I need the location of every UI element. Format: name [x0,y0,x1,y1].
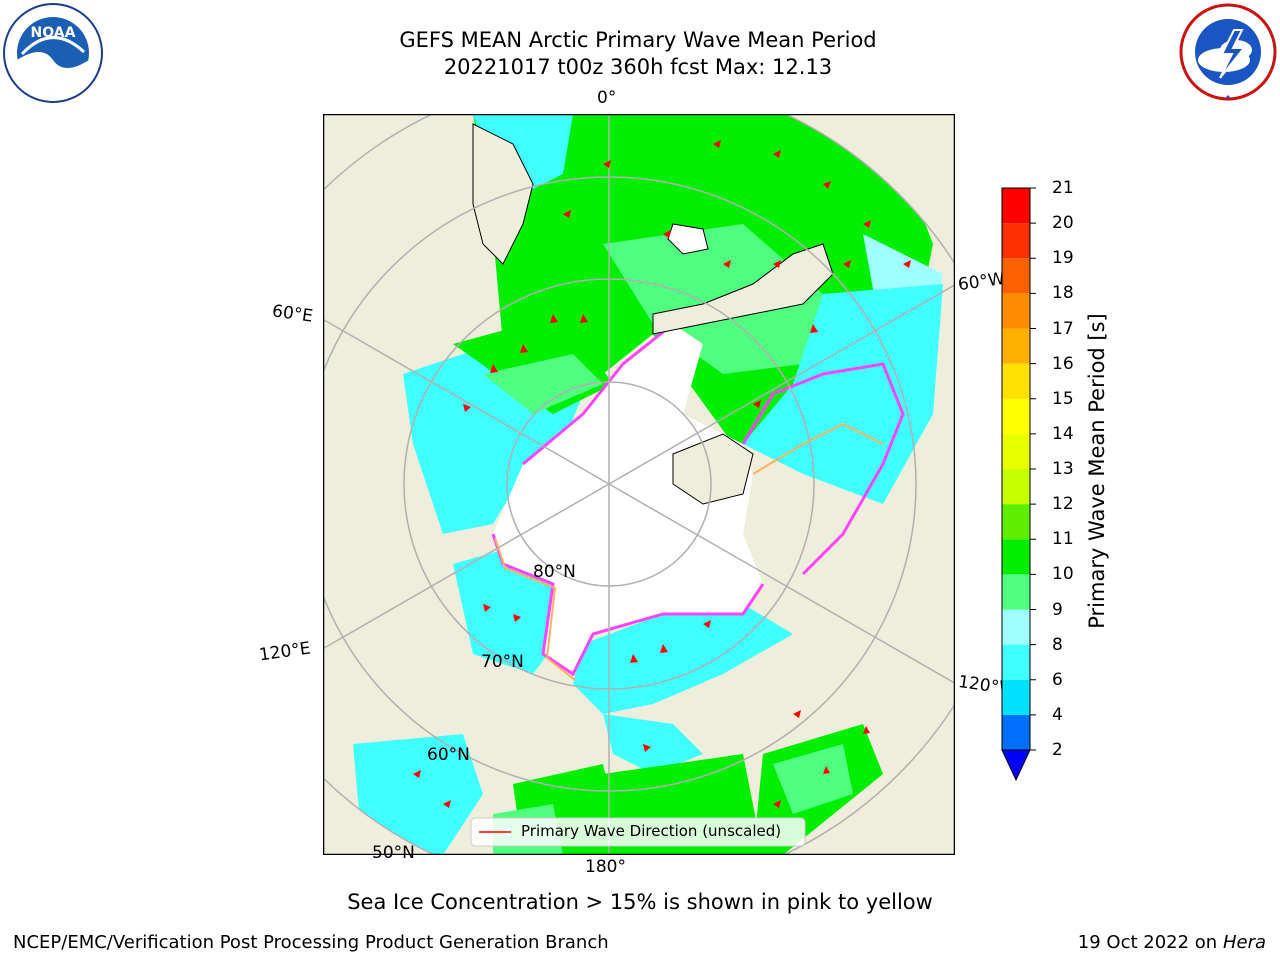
colorbar-tick-label: 2 [1052,740,1063,760]
colorbar-tick-label: 4 [1052,704,1063,725]
lon-label-180: 180° [585,857,626,877]
noaa-logo: NOAA [2,2,104,104]
wave-direction-arrows [413,140,911,808]
lat-label-50n: 50°N [372,843,415,863]
colorbar-bin [1002,539,1030,575]
colorbar-bin [1002,258,1030,294]
polar-map [322,113,956,856]
colorbar-tick-label: 17 [1052,318,1074,339]
footer-machine: Hera [1222,932,1266,953]
colorbar-bin [1002,398,1030,434]
colorbar-tick-label: 10 [1052,564,1074,585]
colorbar-tick-label: 6 [1052,669,1063,690]
colorbar-tick-label: 16 [1052,353,1074,374]
lon-label-60w: 60°W [956,268,1007,296]
map-legend [470,817,806,847]
map-title: GEFS MEAN Arctic Primary Wave Mean Perio… [399,28,877,52]
colorbar-bin [1002,574,1030,610]
lon-label-0: 0° [597,88,617,108]
colorbar-tick-label: 8 [1052,634,1063,655]
colorbar-label: Primary Wave Mean Period [s] [1085,313,1109,629]
colorbar-bin [1002,223,1030,259]
lat-label-80n: 80°N [533,562,576,582]
footer-credit: NCEP/EMC/Verification Post Processing Pr… [13,932,609,953]
colorbar-tick-label: 20 [1052,213,1074,234]
colorbar-tick-label: 19 [1052,248,1074,269]
map-subtitle: 20221017 t00z 360h fcst Max: 12.13 [443,55,833,79]
colorbar-bin [1002,679,1030,715]
colorbar-bin [1002,188,1030,224]
map-canvas [322,113,956,856]
colorbar-bin [1002,644,1030,680]
nws-logo [1178,2,1278,102]
colorbar-tick-label: 15 [1052,388,1074,409]
colorbar-bin [1002,504,1030,540]
colorbar-tick-label: 21 [1052,178,1074,198]
colorbar-bin [1002,328,1030,364]
lon-label-60e: 60°E [270,301,315,327]
colorbar-tick-label: 14 [1052,423,1074,444]
colorbar-under-triangle [1001,749,1031,782]
colorbar-tick-label: 18 [1052,283,1074,304]
colorbar-bin [1002,714,1030,750]
colorbar-tick-label: 13 [1052,459,1074,479]
footer-date-text: 19 Oct 2022 on [1077,932,1223,953]
colorbar-bin [1002,609,1030,645]
colorbar-bin [1002,363,1030,399]
colorbar-bin [1002,433,1030,469]
lon-label-120e: 120°E [257,638,312,666]
lat-label-70n: 70°N [481,652,524,672]
colorbar [1000,186,1040,786]
colorbar-tick-label: 11 [1052,529,1074,550]
colorbar-bin [1002,293,1030,329]
colorbar-tick-label: 12 [1052,494,1074,515]
svg-text:NOAA: NOAA [31,25,76,41]
footer-date: 19 Oct 2022 on Hera [1078,932,1266,953]
colorbar-tick-label: 9 [1052,599,1063,620]
legend-label: Primary Wave Direction (unscaled) [521,822,782,840]
colorbar-bin [1002,469,1030,505]
sea-ice-note: Sea Ice Concentration > 15% is shown in … [347,890,933,914]
lat-label-60n: 60°N [427,745,470,765]
